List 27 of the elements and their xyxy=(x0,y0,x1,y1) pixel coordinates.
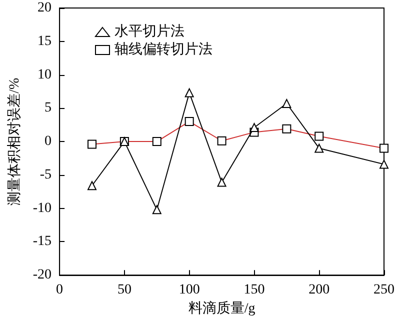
y-axis-title: 测量体积相对误差/% xyxy=(6,77,22,206)
point xyxy=(152,205,162,214)
y-tick-label: -20 xyxy=(32,268,52,283)
y-tick-label: 0 xyxy=(44,134,52,150)
point xyxy=(88,181,97,190)
x-tick-label: 250 xyxy=(374,282,394,298)
point xyxy=(250,123,259,132)
x-tick-label: 200 xyxy=(308,282,330,298)
y-tick-label: 10 xyxy=(38,67,52,82)
y-tick-label: -5 xyxy=(40,167,52,182)
y-tick-label: -10 xyxy=(32,200,52,216)
y-tick-label: 20 xyxy=(38,0,52,16)
point xyxy=(184,88,194,98)
legend-label: 水平切片法 xyxy=(114,24,184,40)
x-tick-label: 0 xyxy=(56,282,64,298)
y-tick-label: 15 xyxy=(38,34,52,49)
x-axis-title: 料滴质量/g xyxy=(188,300,256,316)
x-tick-label: 150 xyxy=(244,282,265,298)
point xyxy=(217,178,226,187)
x-tick-label: 50 xyxy=(117,282,132,298)
point xyxy=(314,144,324,153)
point xyxy=(282,98,292,108)
x-tick-label: 100 xyxy=(178,282,200,298)
point xyxy=(380,160,388,169)
y-tick-label: 5 xyxy=(44,100,52,116)
legend-label: 轴线偏转切片法 xyxy=(114,42,212,58)
y-tick-label: -15 xyxy=(32,234,52,250)
